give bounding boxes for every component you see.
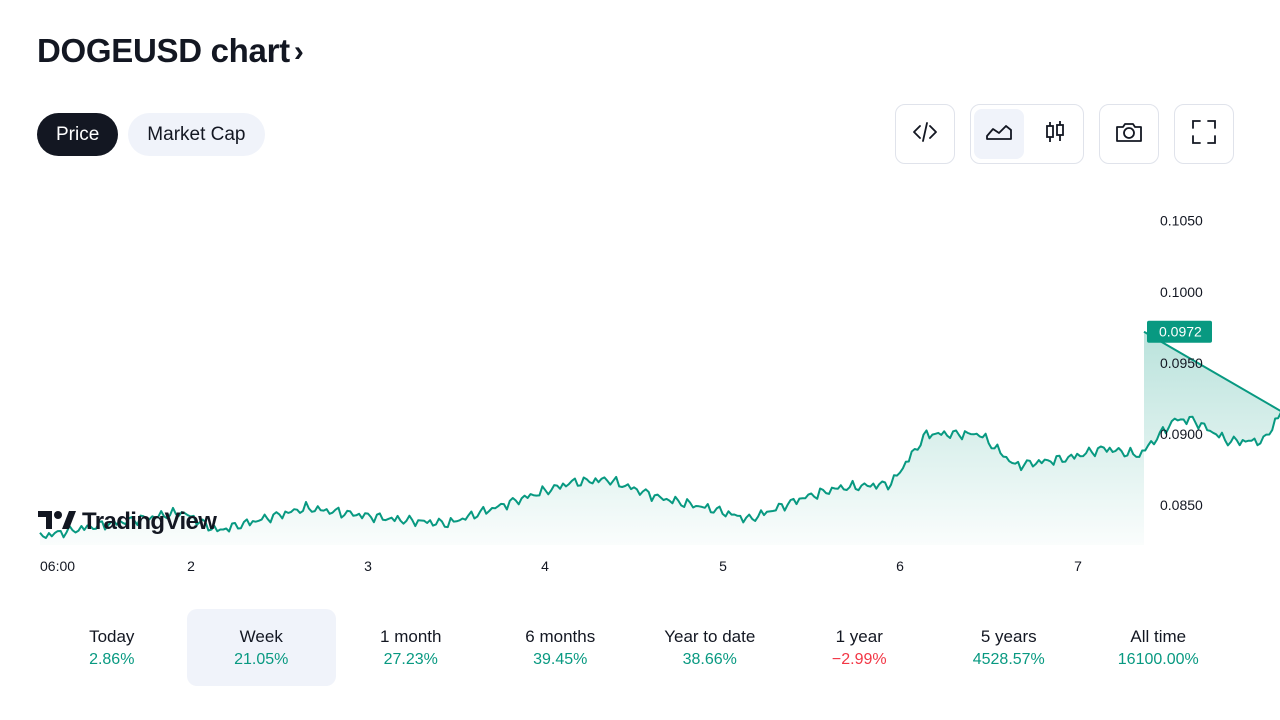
fullscreen-icon (1190, 118, 1218, 151)
period-change: 2.86% (89, 650, 135, 668)
area-chart-icon (985, 118, 1013, 151)
price-chart[interactable]: 0.1050 0.1000 0.0950 0.0900 0.0850 0.0972 06:0… (0, 170, 1280, 590)
y-tick-label: 0.0900 (1160, 426, 1203, 442)
period-change: 21.05% (234, 650, 289, 668)
watermark-text: TradingView (82, 508, 217, 535)
chart-style-toggle (970, 104, 1084, 164)
candle-style-button[interactable] (1030, 109, 1080, 159)
fullscreen-button[interactable] (1174, 104, 1234, 164)
x-tick-label: 7 (1074, 558, 1082, 574)
price-line (39, 330, 1280, 539)
y-tick-label: 0.0850 (1160, 497, 1203, 513)
x-tick-label: 3 (364, 558, 372, 574)
x-tick-label: 6 (896, 558, 904, 574)
period-change: 38.66% (682, 650, 737, 668)
period-5-years[interactable]: 5 years 4528.57% (934, 609, 1084, 686)
period-label: Week (239, 626, 283, 646)
area-style-button[interactable] (974, 109, 1024, 159)
period-change: 4528.57% (972, 650, 1045, 668)
last-price-label: 0.0972 (1159, 324, 1202, 340)
code-icon (911, 118, 939, 151)
period-year-to-date[interactable]: Year to date 38.66% (635, 609, 785, 686)
period-change: 16100.00% (1117, 650, 1199, 668)
period-change: 39.45% (533, 650, 588, 668)
period-label: 1 month (380, 626, 442, 646)
tab-market-cap[interactable]: Market Cap (128, 113, 265, 156)
chevron-right-icon: › (293, 35, 304, 68)
x-tick-label: 5 (719, 558, 727, 574)
snapshot-button[interactable] (1099, 104, 1159, 164)
period-performance-bar: Today 2.86% Week 21.05% 1 month 27.23% 6… (37, 609, 1233, 686)
chart-title: DOGEUSD chart (37, 32, 290, 69)
period-change: 27.23% (383, 650, 438, 668)
last-price-tag (1147, 320, 1212, 343)
y-tick-label: 0.1050 (1160, 213, 1203, 229)
x-tick-label: 4 (541, 558, 549, 574)
tab-price[interactable]: Price (37, 113, 119, 156)
y-tick-label: 0.1000 (1160, 284, 1203, 300)
candlestick-icon (1041, 118, 1069, 151)
period-1-month[interactable]: 1 month 27.23% (336, 609, 486, 686)
period-1-year[interactable]: 1 year −2.99% (785, 609, 935, 686)
tradingview-logo-icon (38, 509, 78, 536)
embed-button[interactable] (895, 104, 955, 164)
tradingview-watermark[interactable]: TradingView (38, 508, 217, 536)
period-label: Year to date (664, 626, 756, 646)
period-6-months[interactable]: 6 months 39.45% (486, 609, 636, 686)
chart-type-tabs: Price Market Cap (37, 113, 265, 156)
y-tick-label: 0.0950 (1160, 355, 1203, 371)
period-label: All time (1130, 626, 1187, 646)
camera-icon (1114, 118, 1144, 151)
x-tick-label: 06:00 (40, 558, 75, 574)
price-area-fill (40, 331, 1280, 545)
x-tick-label: 2 (187, 558, 195, 574)
period-label: 6 months (525, 626, 596, 646)
period-today[interactable]: Today 2.86% (37, 609, 187, 686)
period-label: 1 year (835, 626, 883, 646)
period-all-time[interactable]: All time 16100.00% (1084, 609, 1234, 686)
period-label: Today (89, 626, 135, 646)
period-week[interactable]: Week 21.05% (186, 609, 336, 686)
period-change: −2.99% (831, 650, 887, 668)
page-title[interactable]: DOGEUSD chart › (37, 32, 304, 70)
period-label: 5 years (980, 626, 1037, 646)
